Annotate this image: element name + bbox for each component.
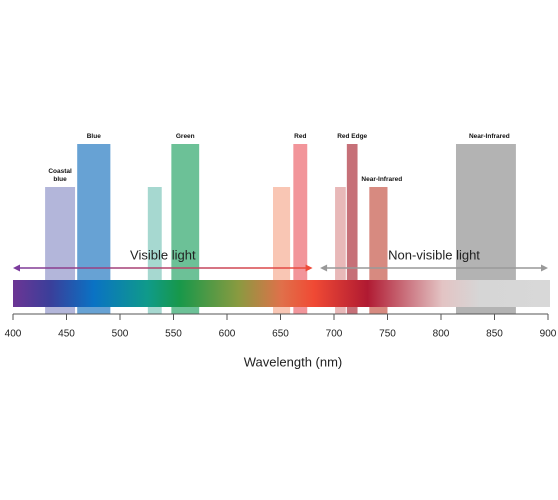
band-bar xyxy=(335,187,346,314)
band-label-box: Blue xyxy=(44,133,144,141)
band-bar xyxy=(293,144,308,314)
region-label: Visible light xyxy=(130,247,196,262)
band-label: Near-Infrared xyxy=(468,133,510,141)
region-label: Non-visible light xyxy=(388,247,480,262)
band-label-box: Near-Infrared xyxy=(328,176,428,184)
band-label-box: Green xyxy=(135,133,235,141)
band-label: Red Edge xyxy=(337,133,368,141)
band-label-box: Near-Infrared xyxy=(436,133,536,141)
band-label: Green xyxy=(175,133,195,141)
band-label: Red xyxy=(294,133,307,141)
x-tick-label: 400 xyxy=(5,329,22,340)
band-label: Near-Infrared xyxy=(361,176,403,184)
x-tick-label: 700 xyxy=(326,329,343,340)
band-label-box: Red Edge xyxy=(302,133,402,141)
x-tick-label: 550 xyxy=(165,329,182,340)
band-label-box: Coastal blue xyxy=(10,168,110,184)
spectrum xyxy=(13,280,550,307)
arrow-head xyxy=(541,264,548,272)
arrow-head xyxy=(320,264,328,272)
x-tick-label: 600 xyxy=(219,329,236,340)
x-tick-label: 650 xyxy=(272,329,289,340)
x-tick-label: 900 xyxy=(540,329,557,340)
band-bar xyxy=(346,144,358,314)
x-tick-label: 500 xyxy=(112,329,129,340)
band-label-box: Red xyxy=(250,133,350,141)
x-tick-label: 800 xyxy=(433,329,450,340)
band-label: Blue xyxy=(86,133,101,141)
x-tick-label: 450 xyxy=(58,329,75,340)
x-tick-label: 850 xyxy=(486,329,503,340)
band-label: Coastal blue xyxy=(48,168,72,184)
x-tick-label: 750 xyxy=(379,329,396,340)
x-axis-label: Wavelength (nm) xyxy=(244,354,343,369)
arrow-head xyxy=(13,264,20,272)
arrow-head xyxy=(305,264,313,272)
